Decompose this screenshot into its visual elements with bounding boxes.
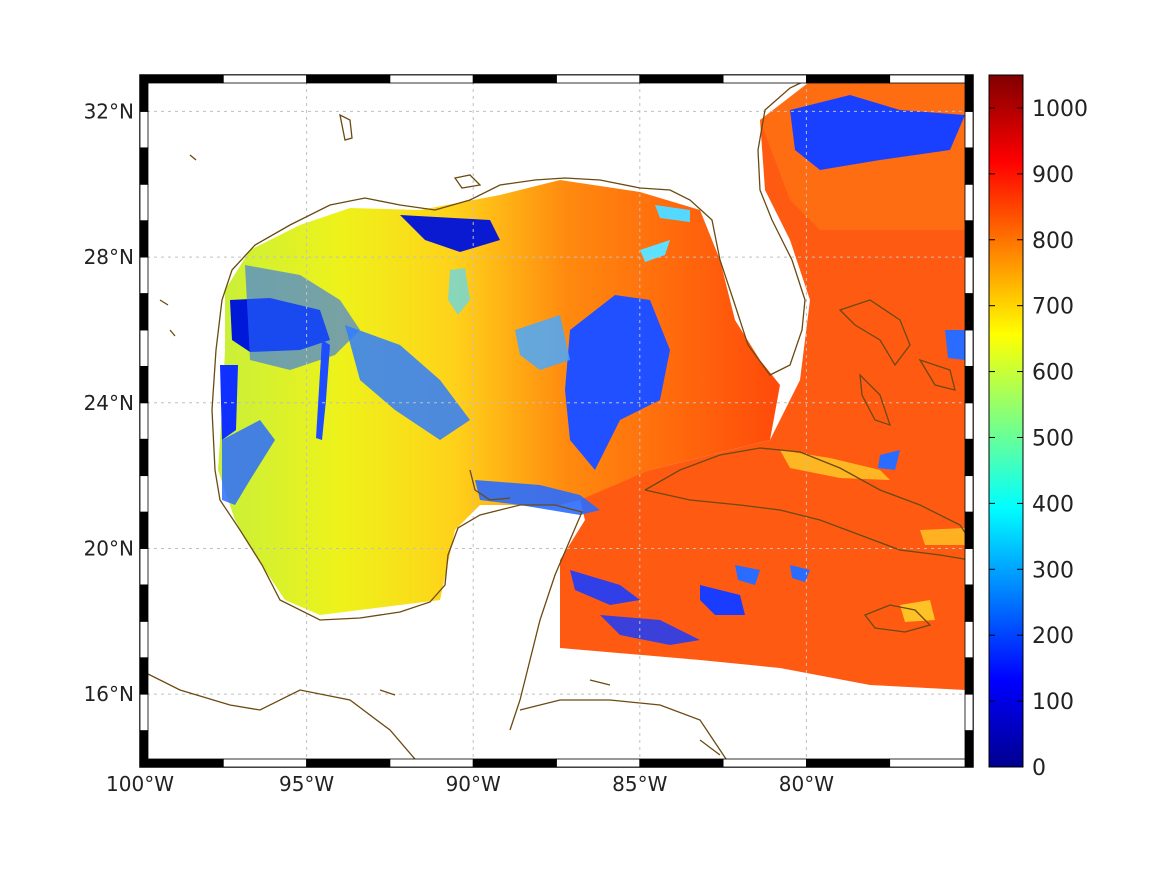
frame-segment-top: [222, 74, 308, 84]
colorbar-tick-label: 0: [1032, 756, 1046, 781]
frame-segment-top: [806, 74, 891, 84]
frame-segment-left: [139, 74, 149, 112]
frame-segment-right: [964, 730, 974, 768]
gulf-coast: [211, 75, 816, 471]
colorbar-tick-label: 400: [1032, 492, 1074, 517]
colorbar-tick-label: 700: [1032, 295, 1074, 320]
latitude-labels: 16°N 20°N 24°N 28°N 32°N: [84, 99, 134, 706]
coastlines: [140, 75, 971, 766]
frame-segment-right: [964, 256, 974, 294]
frame-segment-top: [139, 74, 224, 84]
frame-segment-right: [964, 657, 974, 695]
frame-segment-right: [964, 438, 974, 477]
frame-segment-bottom: [306, 758, 391, 768]
frame-segment-top: [889, 74, 974, 84]
frame-segment-right: [964, 620, 974, 659]
data-field: [218, 80, 965, 690]
frame-segment-left: [139, 548, 149, 586]
colorbar-tick-label: 300: [1032, 558, 1074, 583]
frame-segment-right: [964, 293, 974, 331]
honduras-coast: [519, 699, 731, 766]
frame-segment-top: [306, 74, 391, 84]
frame-segment-bottom: [639, 758, 724, 768]
frame-segment-right: [964, 365, 974, 404]
caribbean-field: [560, 80, 965, 690]
frame-segment-left: [139, 584, 149, 622]
lat-tick-label: 32°N: [84, 99, 134, 123]
frame-segment-left: [139, 730, 149, 768]
frame-segment-bottom: [556, 758, 641, 768]
cuba-coast: [644, 447, 971, 561]
map-frame: [139, 74, 974, 768]
colorbar-tick-label: 1000: [1032, 97, 1088, 122]
colorbar-tick-label: 600: [1032, 361, 1074, 386]
frame-segment-bottom: [139, 758, 224, 768]
frame-segment-left: [139, 693, 149, 731]
frame-segment-left: [139, 111, 149, 149]
frame-segment-top: [389, 74, 474, 84]
yucatan-coast: [469, 469, 511, 501]
gulf-field: [218, 180, 780, 615]
frame-segment-right: [964, 475, 974, 513]
lon-tick-label: 80°W: [779, 772, 834, 796]
frame-segment-bottom: [722, 758, 807, 768]
frame-segment-left: [139, 147, 149, 185]
frame-segment-left: [139, 293, 149, 331]
colorbar-tick-label: 500: [1032, 426, 1074, 451]
frame-segment-left: [139, 256, 149, 294]
frame-segment-right: [964, 548, 974, 586]
frame-segment-top: [556, 74, 641, 84]
longitude-labels: 100°W 95°W 90°W 85°W 80°W: [106, 772, 834, 796]
frame-segment-bottom: [806, 758, 891, 768]
low-value-features: [220, 95, 965, 645]
frame-segment-left: [139, 620, 149, 659]
frame-segment-right: [964, 147, 974, 185]
islands: [159, 113, 721, 756]
frame-segment-right: [964, 511, 974, 549]
lat-tick-label: 16°N: [84, 682, 134, 706]
frame-segment-right: [964, 402, 974, 440]
frame-segment-left: [139, 475, 149, 513]
frame-segment-bottom: [472, 758, 557, 768]
lon-tick-label: 90°W: [446, 772, 501, 796]
frame-segment-bottom: [889, 758, 974, 768]
frame-segment-left: [139, 657, 149, 695]
frame-segment-left: [139, 402, 149, 440]
lat-tick-label: 24°N: [84, 391, 134, 415]
colorbar-ticks: 0 100 200 300 400 500 600 700 800 900 1000: [989, 97, 1088, 781]
frame-segment-left: [139, 329, 149, 367]
colorbar: [988, 74, 1024, 768]
frame-segment-left: [139, 220, 149, 258]
frame-segment-right: [964, 111, 974, 149]
lon-tick-label: 85°W: [612, 772, 667, 796]
colorbar-tick-label: 100: [1032, 690, 1074, 715]
colorbar-tick-label: 200: [1032, 624, 1074, 649]
frame-segment-right: [964, 329, 974, 367]
frame-segment-right: [964, 693, 974, 731]
frame-segment-left: [139, 438, 149, 477]
lon-tick-label: 95°W: [279, 772, 334, 796]
colorbar-tick-label: 900: [1032, 163, 1074, 188]
frame-segment-right: [964, 220, 974, 258]
frame-segment-bottom: [222, 758, 308, 768]
frame-segment-right: [964, 584, 974, 622]
lon-tick-label: 100°W: [106, 772, 174, 796]
jamaica-coast: [863, 604, 932, 633]
mexico-coast: [214, 469, 583, 731]
frame-segment-bottom: [389, 758, 474, 768]
frame-segment-right: [964, 183, 974, 222]
lat-tick-label: 28°N: [84, 245, 134, 269]
frame-segment-left: [139, 365, 149, 404]
lat-tick-label: 20°N: [84, 536, 134, 560]
frame-segment-right: [964, 74, 974, 112]
frame-segment-top: [639, 74, 724, 84]
central-america-coast: [140, 669, 421, 766]
frame-segment-left: [139, 511, 149, 549]
bahamas-coast: [838, 299, 956, 427]
colorbar-tick-label: 800: [1032, 229, 1074, 254]
frame-segment-left: [139, 183, 149, 222]
frame-segment-top: [722, 74, 807, 84]
frame-segment-top: [472, 74, 557, 84]
